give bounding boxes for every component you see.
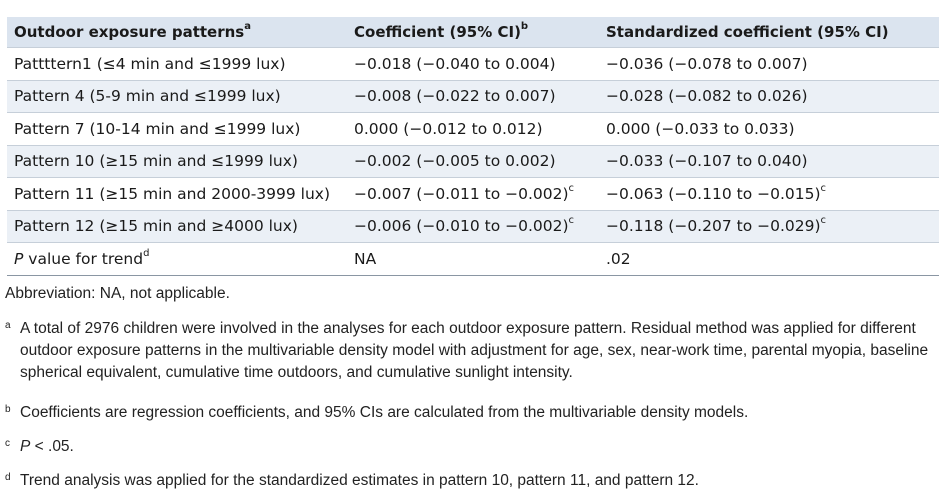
- table-row: Pattern 11 (≥15 min and 2000-3999 lux) −…: [7, 177, 939, 210]
- footnote-b: b Coefficients are regression coefficien…: [5, 404, 749, 421]
- standardized-cell: −0.063 (−0.110 to −0.015)c: [606, 182, 827, 203]
- results-table: Outdoor exposure patternsa Coefficient (…: [7, 17, 939, 276]
- standardized-cell: 0.000 (−0.033 to 0.033): [606, 119, 795, 138]
- coefficient-cell: 0.000 (−0.012 to 0.012): [354, 119, 543, 138]
- coefficient-cell: −0.008 (−0.022 to 0.007): [354, 87, 556, 106]
- standardized-cell: −0.028 (−0.082 to 0.026): [606, 87, 808, 106]
- row-label: Pattern 4 (5-9 min and ≤1999 lux): [14, 87, 281, 106]
- standardized-cell: −0.033 (−0.107 to 0.040): [606, 152, 808, 171]
- table-row: Pattern 4 (5-9 min and ≤1999 lux) −0.008…: [7, 80, 939, 113]
- standardized-cell: −0.118 (−0.207 to −0.029)c: [606, 215, 827, 236]
- header-standardized: Standardized coefficient (95% CI): [606, 23, 889, 41]
- trend-label: P value for trendd: [14, 247, 150, 268]
- footnote-d: d Trend analysis was applied for the sta…: [5, 472, 699, 489]
- table-row: Pattern 10 (≥15 min and ≤1999 lux) −0.00…: [7, 145, 939, 178]
- coefficient-cell: −0.002 (−0.005 to 0.002): [354, 152, 556, 171]
- table-row: Pattern 7 (10-14 min and ≤1999 lux) 0.00…: [7, 112, 939, 145]
- header-coefficient: Coefficient (95% CI)b: [354, 21, 529, 42]
- header-patterns: Outdoor exposure patternsa: [14, 21, 251, 42]
- coefficient-cell: −0.006 (−0.010 to −0.002)c: [354, 215, 575, 236]
- trend-coefficient: NA: [354, 249, 377, 268]
- table-header-row: Outdoor exposure patternsa Coefficient (…: [7, 17, 939, 48]
- trend-standardized: .02: [606, 249, 631, 268]
- footnote-a: a A total of 2976 children were involved…: [5, 320, 929, 381]
- row-label: Pattttern1 (≤4 min and ≤1999 lux): [14, 54, 286, 73]
- row-label: Pattern 7 (10-14 min and ≤1999 lux): [14, 119, 301, 138]
- coefficient-cell: −0.018 (−0.040 to 0.004): [354, 54, 556, 73]
- row-label: Pattern 12 (≥15 min and ≥4000 lux): [14, 217, 298, 236]
- row-label: Pattern 11 (≥15 min and 2000-3999 lux): [14, 184, 331, 203]
- standardized-cell: −0.036 (−0.078 to 0.007): [606, 54, 808, 73]
- trend-row: P value for trendd NA .02: [7, 242, 939, 275]
- table-row: Pattttern1 (≤4 min and ≤1999 lux) −0.018…: [7, 47, 939, 80]
- table-row: Pattern 12 (≥15 min and ≥4000 lux) −0.00…: [7, 210, 939, 243]
- coefficient-cell: −0.007 (−0.011 to −0.002)c: [354, 182, 575, 203]
- row-label: Pattern 10 (≥15 min and ≤1999 lux): [14, 152, 298, 171]
- footnote-c: c P < .05.: [5, 438, 74, 455]
- abbreviation-note: Abbreviation: NA, not applicable.: [5, 285, 230, 302]
